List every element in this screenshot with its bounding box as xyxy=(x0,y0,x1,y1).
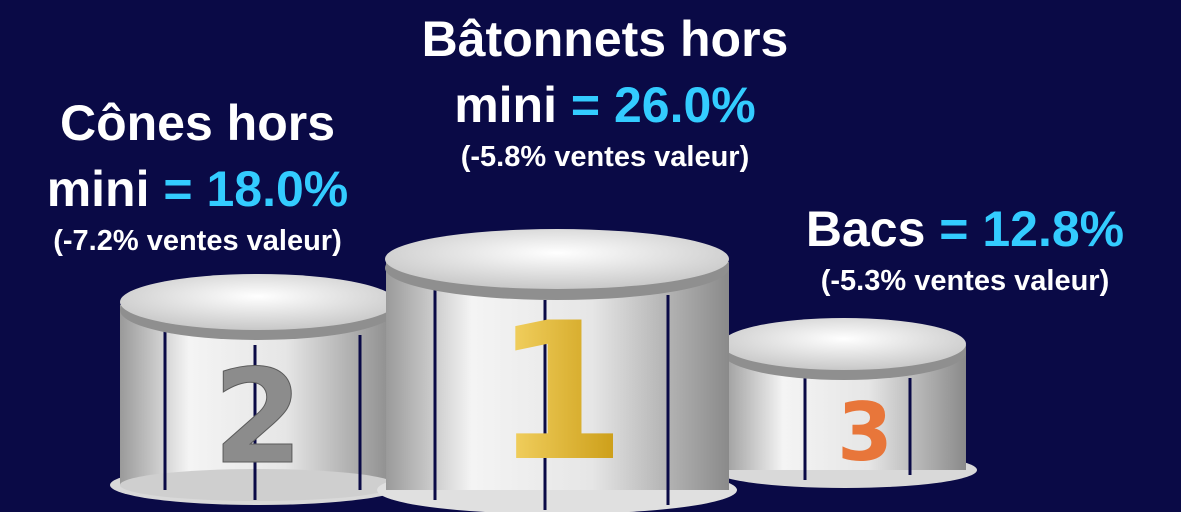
entry: Bâtonnets hors mini = 26.0% (-5.8% vente… xyxy=(405,6,805,176)
detail: (-5.8% ventes valeur) xyxy=(405,138,805,176)
label: mini xyxy=(454,77,557,133)
rank-numeral: 3 xyxy=(837,386,893,479)
entry: Bacs = 12.8% (-5.3% ventes valeur) xyxy=(750,196,1180,300)
label: Cônes hors xyxy=(0,90,395,156)
label: mini xyxy=(47,161,150,217)
detail: (-5.3% ventes valeur) xyxy=(750,262,1180,300)
label: Bâtonnets hors xyxy=(405,6,805,72)
rank-numeral: 1 xyxy=(494,282,626,503)
label-line: Bacs = 12.8% xyxy=(750,196,1180,262)
label-line: mini = 26.0% xyxy=(405,72,805,138)
label: Bacs xyxy=(806,201,926,257)
label-line: mini = 18.0% xyxy=(0,156,395,222)
rank-numeral: 2 xyxy=(213,341,303,493)
podium-infographic: 2 1 3 Bâtonnets hors mini = 26.0% (-5.8%… xyxy=(0,0,1181,512)
share: = 18.0% xyxy=(163,161,348,217)
share: = 26.0% xyxy=(571,77,756,133)
detail: (-7.2% ventes valeur) xyxy=(0,222,395,260)
entry: Cônes hors mini = 18.0% (-7.2% ventes va… xyxy=(0,90,395,260)
share: = 12.8% xyxy=(939,201,1124,257)
